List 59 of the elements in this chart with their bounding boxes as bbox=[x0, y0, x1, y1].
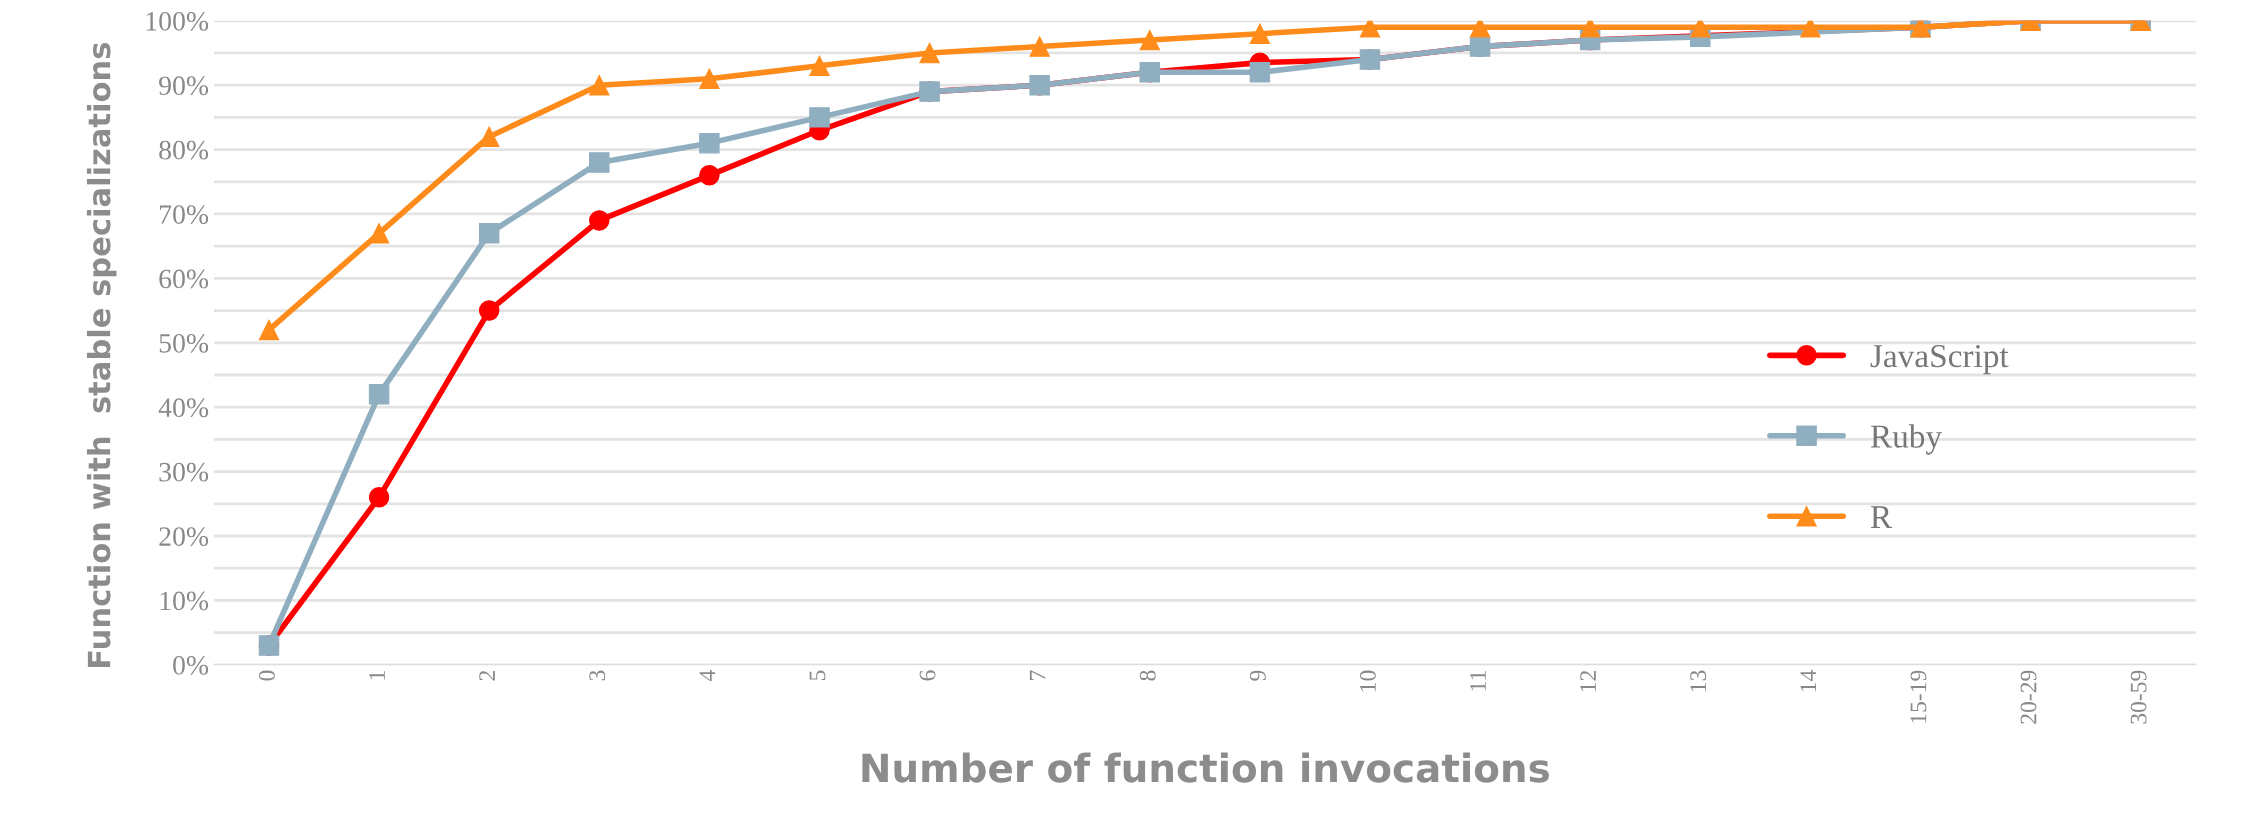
y-tick-label: 40% bbox=[158, 398, 209, 418]
y-tick-label: 10% bbox=[160, 591, 209, 611]
x-tick-label: 20-29 bbox=[2020, 670, 2037, 724]
point bbox=[368, 223, 390, 244]
point bbox=[1139, 29, 1161, 51]
point bbox=[809, 107, 830, 128]
y-axis-title: Function with stable specializations bbox=[86, 43, 117, 667]
point bbox=[919, 42, 940, 64]
x-tick-label: 5 bbox=[809, 670, 826, 681]
x-tick-label: 30-59 bbox=[2130, 670, 2147, 724]
x-tick-label: 8 bbox=[1139, 670, 1156, 681]
point bbox=[1359, 20, 1381, 38]
x-tick-label: 0 bbox=[258, 670, 275, 681]
x-tick-label: 9 bbox=[1249, 670, 1266, 681]
point bbox=[1690, 20, 1711, 38]
x-tick-label: 7 bbox=[1029, 670, 1046, 680]
legend-label: JavaScript bbox=[1870, 344, 2009, 375]
point bbox=[1469, 20, 1491, 38]
y-tick-label: 60% bbox=[159, 269, 209, 289]
y-tick-label: 80% bbox=[159, 140, 209, 160]
point bbox=[368, 487, 390, 508]
y-tick-label: 50% bbox=[159, 333, 209, 353]
y-tick-label: 0% bbox=[173, 655, 209, 675]
x-tick-label: 2 bbox=[479, 670, 495, 681]
x-tick-label: 6 bbox=[919, 670, 936, 681]
point bbox=[809, 55, 830, 77]
point bbox=[478, 126, 500, 147]
point bbox=[478, 300, 500, 321]
point bbox=[478, 223, 500, 244]
x-tick-label: 10 bbox=[1359, 670, 1376, 692]
x-tick-label: 11 bbox=[1470, 671, 1486, 691]
y-tick-label: 70% bbox=[159, 205, 209, 224]
point bbox=[589, 152, 610, 173]
point bbox=[699, 68, 720, 89]
x-tick-label: 12 bbox=[1580, 670, 1596, 692]
point bbox=[589, 210, 610, 231]
x-tick-label: 4 bbox=[699, 670, 716, 682]
point bbox=[589, 74, 610, 96]
point bbox=[368, 384, 390, 405]
point bbox=[699, 132, 720, 154]
x-tick-label: 3 bbox=[589, 670, 606, 681]
x-tick-label: 14 bbox=[1800, 670, 1817, 692]
point bbox=[699, 165, 720, 186]
point bbox=[1249, 23, 1271, 44]
point bbox=[1029, 36, 1050, 57]
x-axis-title: Number of function invocations bbox=[862, 752, 1549, 783]
y-tick-label: 90% bbox=[159, 76, 209, 96]
x-tick-label: 1 bbox=[369, 671, 385, 680]
x-tick-label: 13 bbox=[1690, 670, 1707, 692]
legend-label: R bbox=[1870, 506, 1893, 528]
point bbox=[1249, 62, 1271, 83]
point bbox=[1800, 20, 1821, 38]
y-tick-label: 30% bbox=[159, 462, 209, 482]
legend-label: Ruby bbox=[1870, 424, 1942, 455]
point bbox=[258, 319, 280, 341]
point bbox=[1579, 20, 1601, 38]
y-tick-label: 100% bbox=[146, 11, 209, 31]
x-tick-label: 15-19 bbox=[1910, 670, 1927, 723]
y-tick-label: 20% bbox=[159, 527, 209, 546]
